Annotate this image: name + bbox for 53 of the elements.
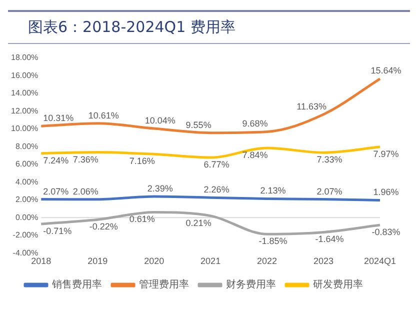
data-label: 11.63% xyxy=(296,101,326,112)
y-tick-label: -4.00% xyxy=(12,248,38,258)
x-tick-label: 2019 xyxy=(88,256,108,266)
y-tick-label: -2.00% xyxy=(12,230,38,240)
data-label: 7.16% xyxy=(129,156,155,166)
data-label: 2.39% xyxy=(147,183,173,194)
data-label: 2.07% xyxy=(316,186,342,196)
data-label: 7.33% xyxy=(316,154,342,165)
data-label: -0.71% xyxy=(43,226,72,236)
data-label: 7.84% xyxy=(242,150,268,160)
data-label: 2.07% xyxy=(43,186,69,196)
data-label: 10.04% xyxy=(144,115,176,126)
y-tick-label: 14.00% xyxy=(10,88,38,98)
data-label: 7.97% xyxy=(373,148,399,159)
y-tick-label: 2.00% xyxy=(15,195,38,204)
line-series xyxy=(40,78,382,134)
legend-label: 研发费用率 xyxy=(313,278,363,291)
x-tick-label: 2020 xyxy=(144,256,164,266)
data-label: 0.61% xyxy=(129,214,155,224)
data-label: 2.13% xyxy=(260,186,286,196)
data-label: 9.68% xyxy=(242,118,268,129)
x-tick-label: 2024Q1 xyxy=(364,256,396,266)
y-tick-label: 16.00% xyxy=(10,70,38,80)
data-label: 1.96% xyxy=(373,187,399,198)
data-label: -1.85% xyxy=(258,236,288,246)
y-tick-label: 6.00% xyxy=(15,160,38,169)
data-label: 10.61% xyxy=(88,110,119,120)
data-label: 15.64% xyxy=(370,66,402,76)
y-tick-label: 4.00% xyxy=(15,177,38,186)
data-label: 2.06% xyxy=(72,186,98,196)
data-label: 7.36% xyxy=(72,154,98,164)
data-label: 9.55% xyxy=(186,120,212,130)
data-label: 6.77% xyxy=(204,160,230,170)
x-tick-label: 2018 xyxy=(31,256,52,266)
data-label: 0.21% xyxy=(186,218,212,228)
chart-title: 图表6：2018-2024Q1 费用率 xyxy=(8,10,410,44)
y-tick-label: 8.00% xyxy=(15,142,38,151)
legend-label: 管理费用率 xyxy=(139,278,189,291)
x-tick-label: 2022 xyxy=(257,256,278,266)
y-tick-label: 18.00% xyxy=(10,53,38,62)
y-tick-label: 10.00% xyxy=(10,124,38,134)
data-label: -1.64% xyxy=(315,234,344,244)
data-label: 10.31% xyxy=(43,113,74,124)
x-tick-label: 2023 xyxy=(314,256,334,266)
y-tick-label: 12.00% xyxy=(10,106,38,116)
x-tick-label: 2021 xyxy=(200,256,221,266)
data-label: -0.22% xyxy=(89,222,118,232)
legend-label: 销售费用率 xyxy=(51,278,102,291)
data-label: -0.83% xyxy=(372,227,400,238)
data-label: 2.26% xyxy=(204,184,230,195)
y-tick-label: 0.00% xyxy=(15,212,38,222)
legend-label: 财务费用率 xyxy=(226,278,276,291)
data-label: 7.24% xyxy=(43,155,69,166)
